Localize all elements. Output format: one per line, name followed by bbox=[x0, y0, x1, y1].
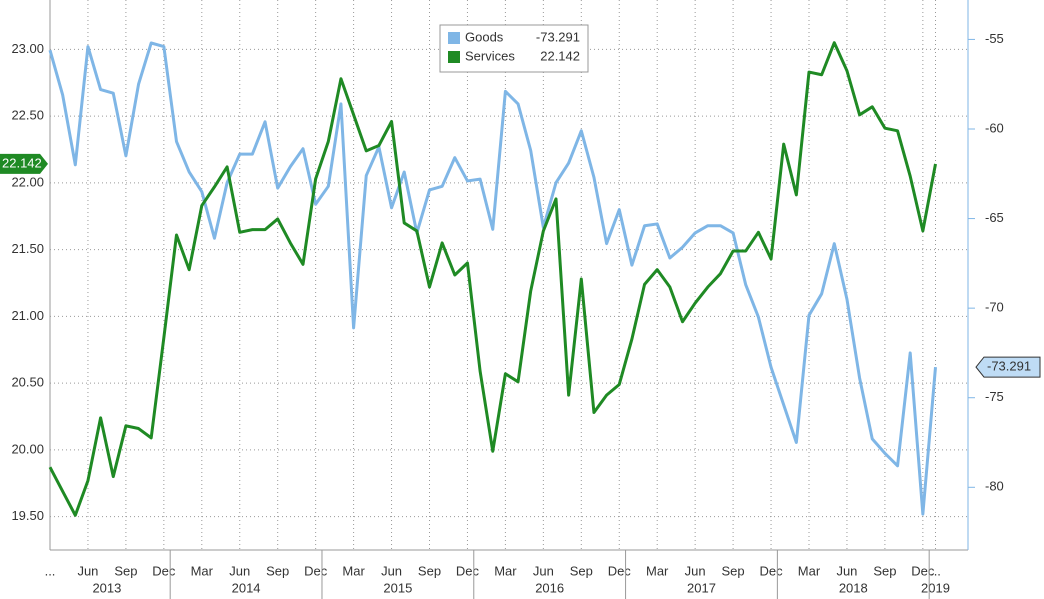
year-label: 2016 bbox=[535, 580, 564, 595]
x-tick-label: Sep bbox=[722, 563, 745, 578]
value-tag-label: -73.291 bbox=[987, 359, 1031, 374]
y-tick-label: 23.00 bbox=[11, 41, 44, 56]
y2-tick-label: -60 bbox=[985, 120, 1004, 135]
x-tick-label: Jun bbox=[229, 563, 250, 578]
year-label: 2018 bbox=[839, 580, 868, 595]
series-line bbox=[48, 41, 937, 517]
value-tag-label: 22.142 bbox=[2, 155, 42, 170]
year-label: 2015 bbox=[383, 580, 412, 595]
y-tick-label: 21.00 bbox=[11, 308, 44, 323]
y-tick-label: 22.00 bbox=[11, 174, 44, 189]
x-tick-label: Dec bbox=[304, 563, 328, 578]
y-tick-label: 22.50 bbox=[11, 108, 44, 123]
x-tick-label: Mar bbox=[342, 563, 365, 578]
value-tag bbox=[975, 356, 1041, 378]
legend: Goods -73.291 Services 22.142 bbox=[439, 24, 589, 73]
legend-value: -73.291 bbox=[536, 29, 580, 44]
x-tick-label: Dec bbox=[759, 563, 783, 578]
legend-swatch bbox=[448, 51, 460, 63]
y2-tick-label: -65 bbox=[985, 210, 1004, 225]
x-tick-label: Jun bbox=[685, 563, 706, 578]
year-label: 2019 bbox=[921, 580, 950, 595]
x-tick-label: Sep bbox=[570, 563, 593, 578]
x-tick-label: Sep bbox=[266, 563, 289, 578]
x-tick-label: Jun bbox=[381, 563, 402, 578]
y2-tick-label: -55 bbox=[985, 31, 1004, 46]
legend-value: 22.142 bbox=[540, 48, 580, 63]
x-tick-label: Dec bbox=[456, 563, 480, 578]
x-tick-label: Mar bbox=[494, 563, 517, 578]
legend-label: Goods bbox=[465, 29, 504, 44]
year-label: 2014 bbox=[232, 580, 261, 595]
x-tick-label: Sep bbox=[873, 563, 896, 578]
y2-tick-label: -70 bbox=[985, 300, 1004, 315]
x-tick-label: ... bbox=[45, 563, 56, 578]
y-tick-label: 20.50 bbox=[11, 375, 44, 390]
year-label: 2013 bbox=[92, 580, 121, 595]
legend-swatch bbox=[448, 32, 460, 44]
x-tick-label: Mar bbox=[191, 563, 214, 578]
y2-tick-label: -75 bbox=[985, 389, 1004, 404]
y-tick-label: 20.00 bbox=[11, 441, 44, 456]
value-tag bbox=[0, 153, 48, 174]
x-tick-label: Sep bbox=[114, 563, 137, 578]
legend-box bbox=[439, 24, 589, 73]
x-tick-label: Mar bbox=[798, 563, 821, 578]
y-tick-label: 21.50 bbox=[11, 241, 44, 256]
y2-tick-label: -80 bbox=[985, 479, 1004, 494]
series-line bbox=[48, 41, 937, 516]
year-label: 2017 bbox=[687, 580, 716, 595]
x-tick-label: Dec bbox=[152, 563, 176, 578]
legend-label: Services bbox=[465, 48, 515, 63]
x-tick-label: Dec bbox=[608, 563, 632, 578]
x-tick-label: Mar bbox=[646, 563, 669, 578]
x-tick-label: Jun bbox=[77, 563, 98, 578]
x-tick-label: ... bbox=[930, 563, 941, 578]
x-tick-label: Jun bbox=[533, 563, 554, 578]
y-tick-label: 19.50 bbox=[11, 508, 44, 523]
x-tick-label: Sep bbox=[418, 563, 441, 578]
x-tick-label: Jun bbox=[836, 563, 857, 578]
